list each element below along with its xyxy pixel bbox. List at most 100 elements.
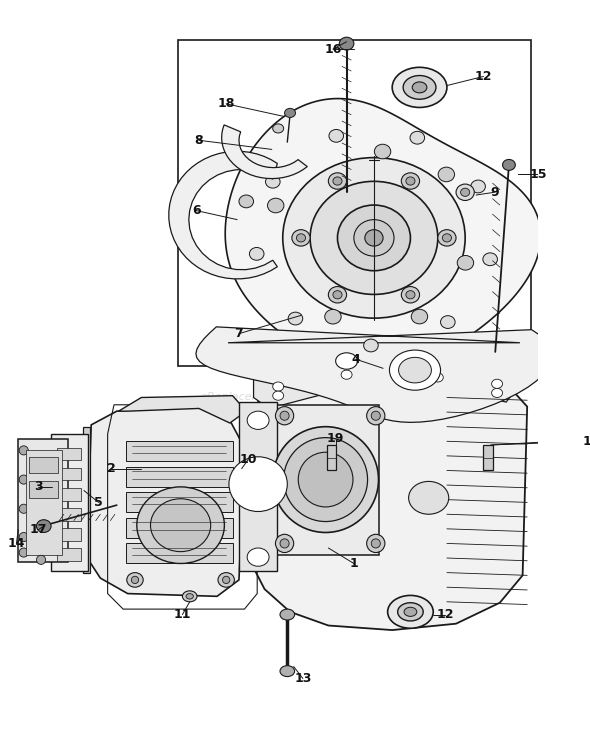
Ellipse shape: [218, 573, 234, 587]
Text: 1: 1: [349, 557, 358, 570]
Ellipse shape: [284, 438, 368, 522]
Ellipse shape: [483, 253, 497, 266]
Text: 12: 12: [437, 608, 454, 621]
Bar: [29, 481, 58, 498]
Bar: [126, 543, 234, 563]
Ellipse shape: [280, 411, 289, 421]
Ellipse shape: [438, 167, 454, 182]
Bar: [57, 508, 81, 521]
Ellipse shape: [406, 291, 415, 299]
Polygon shape: [196, 327, 552, 422]
Text: 8: 8: [195, 134, 203, 147]
Bar: [51, 434, 87, 571]
Bar: [126, 518, 234, 538]
Ellipse shape: [432, 373, 443, 382]
Text: 9: 9: [490, 186, 499, 199]
Ellipse shape: [411, 309, 428, 324]
Ellipse shape: [388, 595, 433, 629]
Text: 13: 13: [294, 672, 312, 685]
Ellipse shape: [250, 247, 264, 260]
Ellipse shape: [491, 379, 503, 389]
Ellipse shape: [401, 287, 419, 303]
Ellipse shape: [329, 287, 346, 303]
Text: 5: 5: [94, 496, 103, 509]
Ellipse shape: [366, 406, 385, 425]
Bar: [126, 441, 234, 461]
Bar: [57, 488, 81, 501]
Text: 11: 11: [173, 608, 191, 621]
Ellipse shape: [247, 548, 269, 566]
Polygon shape: [169, 152, 277, 279]
Text: 17: 17: [30, 523, 47, 536]
Ellipse shape: [19, 548, 28, 557]
Ellipse shape: [341, 370, 352, 379]
Polygon shape: [248, 369, 527, 630]
Ellipse shape: [354, 220, 394, 256]
Bar: [18, 438, 68, 562]
Ellipse shape: [299, 452, 353, 507]
Ellipse shape: [273, 391, 284, 400]
Ellipse shape: [336, 353, 358, 369]
Ellipse shape: [399, 357, 431, 383]
Ellipse shape: [324, 309, 341, 324]
Ellipse shape: [366, 534, 385, 553]
Bar: [57, 448, 81, 461]
Ellipse shape: [284, 108, 296, 117]
Text: 12: 12: [474, 70, 492, 83]
Text: 19: 19: [327, 432, 345, 445]
Bar: [483, 445, 493, 470]
Ellipse shape: [441, 316, 455, 328]
Ellipse shape: [389, 350, 441, 390]
Ellipse shape: [266, 175, 280, 188]
Ellipse shape: [37, 519, 51, 533]
Ellipse shape: [406, 177, 415, 185]
Ellipse shape: [132, 577, 139, 583]
Ellipse shape: [137, 487, 224, 563]
Text: 10: 10: [240, 453, 257, 466]
Text: 15: 15: [529, 167, 547, 181]
Text: 18: 18: [218, 97, 235, 110]
Ellipse shape: [401, 173, 419, 189]
Ellipse shape: [280, 666, 294, 677]
Bar: [25, 450, 62, 555]
Ellipse shape: [288, 312, 303, 325]
Ellipse shape: [310, 181, 438, 294]
Bar: [57, 468, 81, 481]
Ellipse shape: [333, 291, 342, 299]
Ellipse shape: [337, 205, 411, 270]
Ellipse shape: [375, 144, 391, 159]
Ellipse shape: [239, 195, 254, 208]
Bar: [274, 405, 379, 555]
Polygon shape: [254, 354, 515, 409]
Text: 3: 3: [34, 481, 42, 493]
Ellipse shape: [371, 539, 381, 548]
Text: 6: 6: [192, 204, 201, 217]
Ellipse shape: [150, 499, 211, 551]
Ellipse shape: [456, 184, 474, 201]
Ellipse shape: [398, 603, 423, 621]
Ellipse shape: [19, 446, 28, 455]
Ellipse shape: [412, 82, 427, 93]
Ellipse shape: [267, 198, 284, 212]
Ellipse shape: [283, 158, 465, 318]
Ellipse shape: [491, 389, 503, 398]
Text: 16: 16: [324, 42, 342, 56]
Text: 14: 14: [8, 537, 25, 550]
Ellipse shape: [403, 76, 436, 100]
Ellipse shape: [19, 475, 28, 484]
Polygon shape: [222, 125, 307, 178]
Ellipse shape: [182, 591, 197, 602]
Ellipse shape: [371, 411, 381, 421]
Ellipse shape: [333, 177, 342, 185]
Polygon shape: [87, 405, 244, 597]
Ellipse shape: [365, 230, 383, 246]
Polygon shape: [225, 99, 541, 370]
Bar: [83, 426, 90, 573]
Ellipse shape: [363, 339, 378, 352]
Bar: [29, 457, 58, 473]
Ellipse shape: [404, 607, 417, 617]
Ellipse shape: [392, 68, 447, 108]
Ellipse shape: [273, 124, 284, 133]
Ellipse shape: [292, 230, 310, 246]
Ellipse shape: [329, 129, 343, 142]
